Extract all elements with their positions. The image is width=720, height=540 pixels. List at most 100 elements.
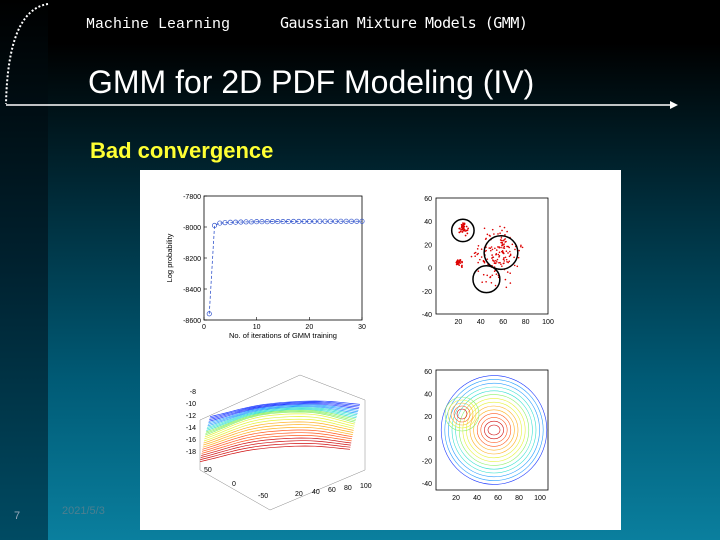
contour-y-tick-label: 0 (428, 436, 432, 443)
contour-line (444, 379, 544, 481)
scatter-point (502, 239, 504, 242)
line-y-tick-label: -8000 (183, 225, 201, 232)
line-y-tick-label: -8400 (183, 287, 201, 294)
contour-line (448, 382, 540, 478)
line-point (333, 218, 339, 224)
scatter-point (507, 261, 510, 264)
scatter-point (501, 243, 504, 245)
scatter-point (465, 229, 468, 232)
scatter-point (491, 257, 493, 259)
scatter-point (478, 258, 481, 261)
scatter-point (501, 265, 503, 267)
scatter-point (464, 234, 467, 237)
contour-line (473, 409, 515, 451)
surface-mesh-line (206, 408, 357, 430)
scatter-point (498, 251, 501, 254)
scatter-point (461, 224, 464, 227)
mixture-component-circle (483, 234, 519, 271)
line-x-tick-label: 10 (253, 324, 261, 331)
scatter-point (495, 253, 498, 255)
figure-panel: -7800 -8000 -8200 -8400 -8600 0 10 20 30 No. of i… (140, 170, 621, 530)
line-point (290, 218, 297, 224)
scatter-point (491, 274, 494, 277)
scatter-point (506, 271, 509, 273)
line-x-tick-label: 30 (358, 324, 366, 331)
topic-header: Gaussian Mixture Models (GMM) (280, 14, 528, 32)
line-point (285, 219, 291, 225)
scatter-point (490, 281, 493, 284)
page-number: 7 (14, 510, 21, 522)
surface-mesh-line (203, 421, 354, 444)
scatter-point (495, 259, 497, 262)
scatter-point (497, 253, 500, 256)
contour-line (462, 398, 526, 462)
scatter-point (494, 284, 497, 287)
scatter-point (486, 258, 489, 260)
surface-box (199, 374, 366, 511)
line-x-tick-label: 0 (202, 324, 206, 331)
mixture-component-circle (472, 265, 501, 294)
scatter-x-tick-label: 20 (455, 319, 463, 326)
surface-mesh-line (204, 413, 355, 438)
scatter-point (513, 264, 516, 267)
scatter-point (500, 246, 502, 249)
scatter-point (461, 260, 463, 263)
surface-mesh-line (207, 407, 358, 428)
scatter-point (503, 260, 506, 262)
surface-y-tick-label: -50 (258, 493, 268, 500)
scatter-point (458, 227, 461, 230)
scatter-point (458, 264, 461, 267)
scatter-y-tick-label: 40 (424, 219, 432, 226)
line-y-tick-label: -8200 (183, 256, 201, 263)
line-point (306, 218, 312, 224)
surface-mesh-line (201, 432, 353, 452)
surface-mesh-line (209, 402, 360, 421)
scatter-point (477, 261, 479, 264)
scatter-point (509, 254, 512, 257)
contour-line (450, 402, 474, 426)
contour-y-tick-label: -20 (422, 459, 432, 466)
scatter-point (503, 245, 506, 248)
scatter-point (458, 260, 461, 263)
scatter-point (488, 234, 491, 237)
scatter-point (503, 257, 505, 259)
scatter-point (505, 240, 507, 243)
contour-frame (435, 369, 549, 491)
scatter-point (499, 239, 502, 241)
scatter-y-tick-label: 60 (424, 196, 432, 203)
scatter-point (494, 247, 496, 250)
line-point (275, 219, 281, 225)
contour-x-tick-label: 80 (515, 495, 523, 502)
scatter-point (502, 258, 505, 261)
scatter-point (480, 256, 483, 258)
surface-mesh-line (204, 416, 355, 440)
scatter-point (507, 252, 509, 254)
scatter-x-tick-label: 40 (477, 319, 485, 326)
scatter-point (480, 248, 483, 251)
surface-mesh-line (208, 404, 359, 424)
line-point (222, 220, 228, 226)
contour-line (447, 399, 477, 429)
surface-z-tick-label: -16 (186, 437, 196, 444)
line-point (348, 218, 355, 224)
line-point (254, 219, 260, 225)
scatter-point (521, 246, 524, 249)
surface-z-tick-label: -14 (186, 425, 196, 432)
line-point (248, 219, 254, 225)
surface-mesh-line (203, 424, 354, 446)
scatter-x-tick-label: 80 (522, 319, 530, 326)
contour-line (476, 413, 512, 447)
scatter-point (473, 252, 476, 254)
scatter-point (476, 248, 479, 250)
scatter-point (506, 260, 508, 263)
scatter-point (491, 259, 494, 261)
scatter-point (474, 251, 477, 254)
surface-z-tick-label: -8 (190, 389, 196, 396)
scatter-point (459, 258, 462, 261)
scatter-point (508, 246, 511, 249)
bullet-text: Bad convergence (90, 138, 274, 163)
line-x-tick-label: 20 (305, 324, 313, 331)
scatter-point (520, 244, 522, 247)
scatter-point (499, 232, 501, 234)
